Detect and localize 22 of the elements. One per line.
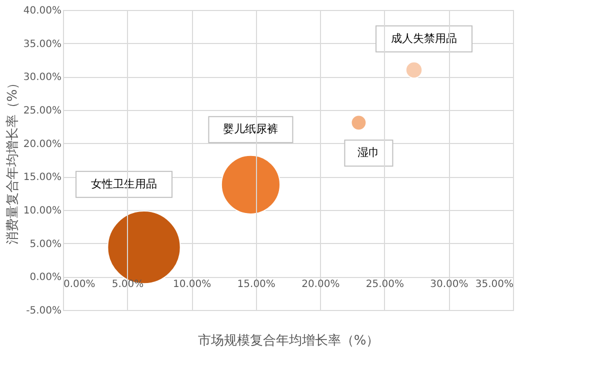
y-tick-label: 30.00% [23, 72, 62, 84]
y-tick-label: 15.00% [23, 172, 62, 184]
x-tick-label: 35.00% [475, 279, 514, 290]
y-tick-label: 5.00% [30, 238, 62, 250]
x-axis-title: 市场规模复合年均增长率（%） [198, 332, 380, 348]
y-axis-title: 消费量复合年均增长率（%） [4, 76, 20, 245]
y-tick-label: 0.00% [30, 272, 62, 284]
y-tick-label: 10.00% [23, 206, 62, 216]
y-tick-label: 20.00% [23, 138, 62, 150]
text: 婴儿纸尿裤 [223, 122, 278, 136]
x-tick-label: 25.00% [366, 279, 404, 290]
y-tick-label: 40.00% [23, 6, 62, 16]
x-tick-label: 30.00% [430, 279, 468, 290]
x-tick-label: 0.00% [64, 279, 96, 290]
y-tick-label: 35.00% [23, 38, 62, 50]
x-tick-label: 20.00% [302, 279, 340, 290]
y-tick-label: 25.00% [23, 106, 62, 116]
x-tick-label: 5.00% [112, 279, 144, 290]
series-label: 湿巾 [358, 146, 380, 160]
x-tick-label: 15.00% [237, 279, 276, 290]
x-tick-label: 10.00% [173, 279, 212, 290]
y-tick-label: -5.00% [26, 306, 62, 316]
